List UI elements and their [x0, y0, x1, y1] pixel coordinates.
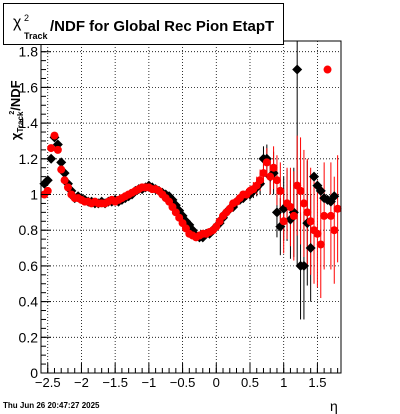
y-tick-label: 1	[30, 187, 38, 203]
data-point-red	[296, 186, 305, 195]
data-point-red	[320, 211, 329, 220]
data-point-red	[256, 176, 265, 185]
data-point-black	[309, 171, 320, 182]
x-tick-label: −1	[141, 375, 156, 390]
x-tick-label: 1	[280, 375, 287, 390]
grid-lines	[41, 41, 341, 374]
y-tick-label: 0.4	[19, 294, 39, 310]
x-tick-label: 1.5	[308, 375, 326, 390]
data-point-red	[262, 158, 271, 167]
title-box: χ 2 Track /NDF for Global Rec Pion EtapT	[3, 3, 284, 45]
data-point-red	[63, 183, 72, 192]
y-tick-label: 1.8	[19, 44, 39, 60]
y-axis-label-superscript: 2	[9, 110, 16, 115]
y-tick-label: 0.6	[19, 258, 39, 274]
chart-title: /NDF for Global Rec Pion EtapT	[50, 18, 275, 35]
data-point-black	[271, 207, 282, 218]
data-point-red	[303, 208, 312, 217]
data-point-red	[266, 172, 275, 181]
data-point-red	[279, 217, 288, 226]
data-point-red	[306, 217, 315, 226]
x-tick-label: −2.5	[35, 375, 61, 390]
y-axis-label: χTrack2/NDF	[8, 80, 25, 140]
y-tick-label: 1.4	[19, 115, 39, 131]
data-point-red	[47, 144, 56, 153]
data-point-red	[326, 211, 335, 220]
data-point-red	[272, 176, 281, 185]
data-point-black	[42, 175, 53, 186]
data-point-red	[60, 176, 69, 185]
data-point-red	[276, 186, 285, 195]
data-markers	[39, 64, 342, 271]
y-tick-label: 0.8	[19, 222, 39, 238]
data-point-black	[329, 191, 340, 202]
x-tick-label: −2	[74, 375, 89, 390]
data-point-red	[286, 203, 295, 211]
data-point-red	[269, 163, 278, 172]
data-point-black	[292, 64, 303, 75]
x-tick-label: 0.5	[241, 375, 259, 390]
data-point-red	[313, 229, 322, 238]
timestamp: Thu Jun 26 20:47:27 2025	[3, 401, 100, 410]
tick-labels: −2.5 −2 −1.5 −1 −0.5 0 0.5 1 1.5 0 0.2 0.4 0.6 0.8 1 1.…	[19, 44, 327, 390]
axis-ticks	[40, 42, 339, 374]
plot-frame	[40, 40, 342, 374]
data-point-red	[323, 65, 332, 74]
data-point-red	[316, 240, 325, 249]
y-axis-label-text: /NDF	[8, 80, 23, 111]
y-axis-label-symbol: χ	[8, 132, 23, 140]
y-tick-label: 1.6	[19, 79, 39, 95]
y-tick-label: 0	[30, 365, 38, 381]
data-point-red	[330, 226, 339, 235]
data-point-red	[333, 204, 342, 213]
data-point-red	[57, 165, 66, 174]
data-point-red	[289, 211, 298, 220]
data-point-black	[56, 157, 67, 168]
error-bars	[43, 41, 339, 320]
x-tick-label: −0.5	[170, 375, 196, 390]
y-tick-label: 0.2	[19, 329, 39, 345]
data-point-red	[53, 145, 62, 154]
y-axis-label-subscript: Track	[16, 111, 25, 133]
data-point-black	[315, 185, 326, 196]
y-tick-label: 1.2	[19, 151, 39, 167]
data-point-red	[259, 169, 268, 178]
title-subscript: Track	[24, 31, 48, 41]
x-tick-label: 0	[213, 375, 220, 390]
data-point-red	[43, 186, 52, 195]
x-axis-label: η	[330, 398, 338, 414]
title-symbol: χ	[13, 14, 22, 31]
title-superscript: 2	[24, 13, 30, 23]
data-point-black	[46, 153, 57, 164]
data-point-red	[299, 199, 308, 208]
data-point-black	[298, 260, 309, 271]
data-point-black	[305, 243, 316, 254]
x-tick-label: −1.5	[102, 375, 128, 390]
data-point-red	[50, 131, 59, 140]
